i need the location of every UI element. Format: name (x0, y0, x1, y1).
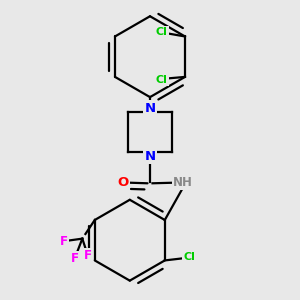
Text: F: F (70, 252, 79, 266)
Text: N: N (144, 150, 156, 163)
Text: F: F (60, 235, 68, 248)
Text: F: F (84, 249, 92, 262)
Text: Cl: Cl (156, 27, 168, 37)
Text: N: N (144, 101, 156, 115)
Text: O: O (117, 176, 129, 189)
Text: Cl: Cl (183, 252, 195, 262)
Text: NH: NH (173, 176, 193, 189)
Text: Cl: Cl (156, 75, 168, 85)
